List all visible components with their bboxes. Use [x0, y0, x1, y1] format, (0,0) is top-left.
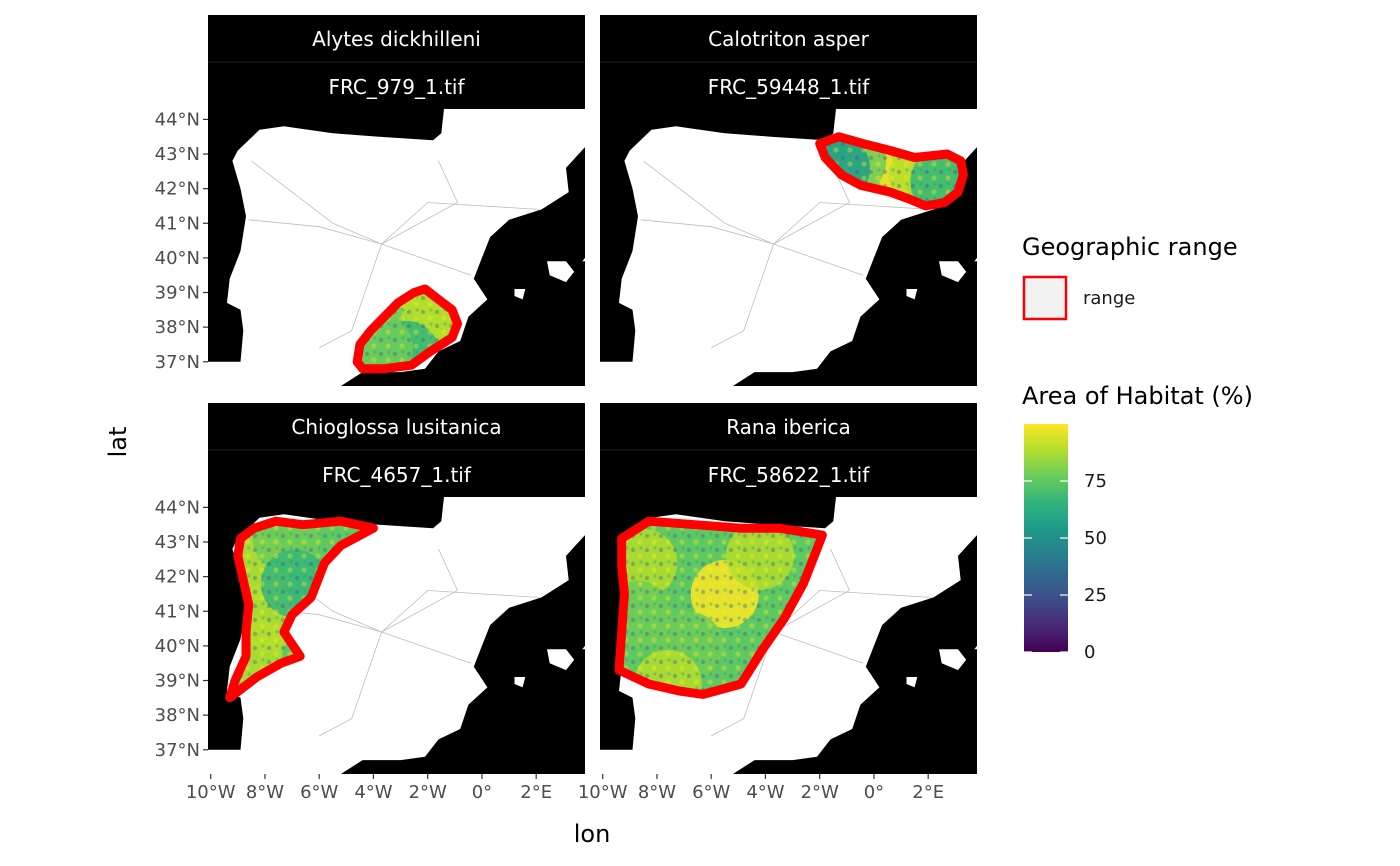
legend-habitat-title: Area of Habitat (%) — [1022, 382, 1253, 410]
axes-layer: 44°N 43°N 42°N 41°N 40°N 39°N 38°N 37°N 44°N 43°N… — [155, 109, 944, 803]
y-tick-label: 40°N — [155, 248, 200, 269]
facet-file-label: FRC_59448_1.tif — [708, 75, 870, 99]
island — [582, 257, 585, 262]
map-panel: Calotriton asper FRC_59448_1.tif — [600, 15, 977, 386]
x-tick-label: 2°E — [520, 782, 552, 803]
island — [547, 649, 575, 671]
facet-file-label: FRC_4657_1.tif — [322, 463, 472, 487]
colorbar-tick-label: 25 — [1084, 585, 1107, 606]
y-tick-label: 39°N — [155, 671, 200, 692]
y-tick-label: 41°N — [155, 213, 200, 234]
facet-species-label: Chioglossa lusitanica — [291, 415, 501, 439]
y-tick-label: 42°N — [155, 567, 200, 588]
y-axis-title: lat — [104, 427, 132, 458]
road-line — [643, 160, 864, 276]
road-line — [319, 631, 382, 737]
y-tick-label: 44°N — [155, 109, 200, 130]
x-tick-label: 8°W — [638, 782, 676, 803]
x-tick-label: 10°W — [186, 782, 236, 803]
range-outline — [815, 132, 968, 211]
y-tick-label: 37°N — [155, 352, 200, 373]
island — [974, 645, 977, 650]
y-tick-label: 38°N — [155, 705, 200, 726]
island — [939, 649, 967, 671]
colorbar-tick-label: 75 — [1084, 471, 1107, 492]
road-line — [381, 590, 539, 633]
y-tick-label: 37°N — [155, 740, 200, 761]
basemap — [208, 497, 585, 774]
x-tick-label: 4°W — [746, 782, 784, 803]
map-panel: Chioglossa lusitanica FRC_4657_1.tif — [208, 403, 585, 774]
road-line — [773, 202, 931, 245]
road-line — [319, 243, 382, 349]
facet-file-label: FRC_58622_1.tif — [708, 463, 870, 487]
y-tick-label: 43°N — [155, 532, 200, 553]
island — [514, 289, 526, 300]
road-line — [640, 219, 774, 245]
basemap — [600, 497, 977, 774]
range-outline — [225, 516, 378, 703]
x-tick-label: 0° — [472, 782, 492, 803]
road-line — [773, 548, 851, 633]
x-tick-label: 4°W — [354, 782, 392, 803]
legend-range-title: Geographic range — [1022, 233, 1238, 261]
island — [582, 645, 585, 650]
legend-range-key — [1022, 275, 1068, 321]
island — [906, 677, 918, 688]
y-tick-label: 38°N — [155, 317, 200, 338]
map-panel: Rana iberica FRC_58622_1.tif — [600, 403, 977, 774]
road-line — [711, 243, 774, 349]
y-tick-label: 39°N — [155, 283, 200, 304]
road-line — [251, 160, 472, 276]
legend-range-label: range — [1083, 288, 1135, 309]
legend: Geographic range range Area of Habitat (… — [1022, 233, 1253, 663]
x-axis-title: lon — [574, 820, 611, 848]
facet-file-label: FRC_979_1.tif — [328, 75, 465, 99]
island — [514, 677, 526, 688]
land — [208, 109, 585, 386]
road-line — [711, 631, 774, 737]
x-tick-label: 8°W — [246, 782, 284, 803]
island — [974, 257, 977, 262]
colorbar-tick-label: 50 — [1084, 528, 1107, 549]
map-panel: Alytes dickhilleni FRC_979_1.tif — [208, 15, 585, 386]
habitat-raster — [619, 521, 823, 695]
road-line — [381, 548, 459, 633]
x-tick-label: 6°W — [300, 782, 338, 803]
road-line — [381, 160, 459, 245]
y-tick-label: 41°N — [155, 601, 200, 622]
facet-species-label: Alytes dickhilleni — [312, 27, 481, 51]
road-line — [248, 219, 382, 245]
x-tick-label: 10°W — [578, 782, 628, 803]
colorbar-ticks: 0 25 50 75 — [1024, 471, 1107, 663]
range-outline — [614, 516, 827, 699]
facet-species-label: Rana iberica — [726, 415, 851, 439]
x-tick-label: 2°W — [409, 782, 447, 803]
island — [939, 261, 967, 283]
range-outline — [352, 284, 462, 374]
y-tick-label: 40°N — [155, 636, 200, 657]
x-tick-label: 2°W — [801, 782, 839, 803]
y-tick-label: 44°N — [155, 497, 200, 518]
island — [547, 261, 575, 283]
basemap — [208, 109, 585, 386]
colorbar-tick-label: 0 — [1084, 642, 1095, 663]
y-tick-label: 42°N — [155, 179, 200, 200]
x-tick-label: 6°W — [692, 782, 730, 803]
panels-layer: Alytes dickhilleni FRC_979_1.tif Calotrito… — [208, 15, 977, 774]
y-tick-label: 43°N — [155, 144, 200, 165]
x-tick-label: 0° — [864, 782, 884, 803]
island — [906, 289, 918, 300]
facet-species-label: Calotriton asper — [708, 27, 869, 51]
basemap — [600, 109, 977, 386]
x-tick-label: 2°E — [912, 782, 944, 803]
road-line — [381, 202, 539, 245]
